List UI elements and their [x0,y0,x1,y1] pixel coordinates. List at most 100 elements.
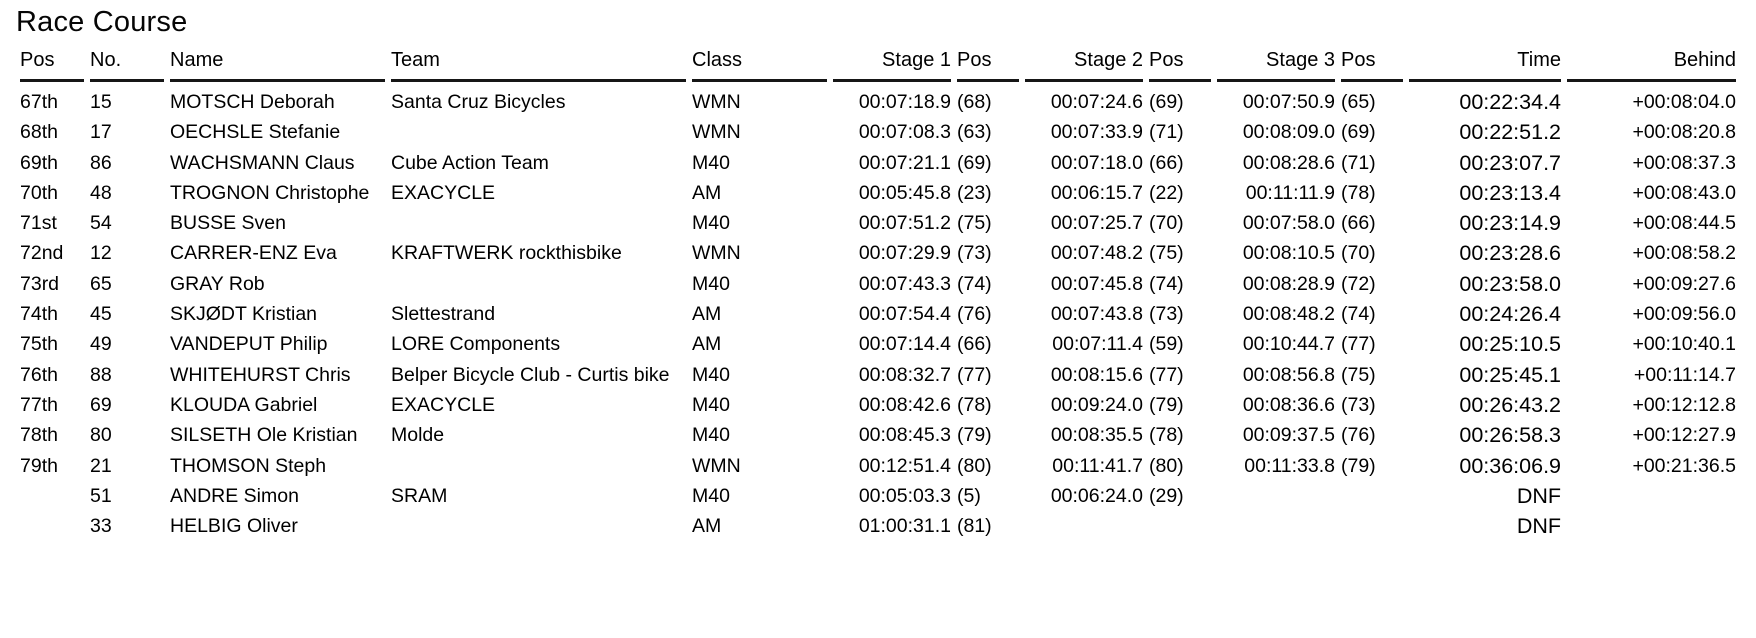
cell-no: 80 [90,424,112,447]
header-row: Pos No. Name Team Class Stage 1 Pos Stag… [20,49,1736,82]
cell-s1: 00:05:45.8 [858,181,951,204]
cell-s1: 00:05:03.3 [858,484,951,507]
table-row: 33 HELBIG Oliver AM 01:00:31.1 (81) DNF [20,511,1736,541]
cell-s1-pos: (73) [957,242,992,265]
cell-s3: 00:08:09.0 [1242,121,1335,144]
cell-behind: +00:12:12.8 [1632,393,1736,416]
table-row: 51 ANDRE Simon SRAM M40 00:05:03.3 (5) 00:06:2… [20,481,1736,511]
cell-name: HELBIG Oliver [170,515,298,538]
cell-s2-pos: (78) [1149,424,1184,447]
cell-s3-pos [1341,511,1403,541]
cell-behind: +00:12:27.9 [1632,424,1736,447]
cell-team: EXACYCLE [391,393,496,416]
header-stage2-pos: Pos [1149,49,1211,82]
cell-s3-pos: (71) [1341,151,1376,174]
cell-s2: 00:07:18.0 [1050,151,1143,174]
table-row: 76th 88 WHITEHURST Chris Belper Bicycle Clu… [20,360,1736,390]
cell-s1: 00:07:14.4 [858,333,951,356]
cell-s2: 00:06:24.0 [1050,484,1143,507]
cell-time: 00:26:58.3 [1459,423,1561,448]
header-stage1: Stage 1 [833,49,951,82]
cell-behind: +00:08:20.8 [1632,121,1736,144]
cell-name: OECHSLE Stefanie [170,121,341,144]
cell-cls: AM [692,181,722,204]
cell-behind: +00:08:44.5 [1632,212,1736,235]
cell-s3: 00:11:33.8 [1244,454,1335,477]
cell-s3: 00:07:58.0 [1242,212,1335,235]
cell-cls: M40 [692,484,730,507]
cell-s1: 00:12:51.4 [858,454,951,477]
cell-s2: 00:07:33.9 [1050,121,1143,144]
results-table: Pos No. Name Team Class Stage 1 Pos Stag… [14,49,1742,541]
cell-s1-pos: (68) [957,91,992,113]
header-class: Class [692,49,827,82]
cell-s2: 00:11:41.7 [1052,454,1143,477]
cell-s2-pos: (59) [1149,333,1184,356]
cell-s3 [1217,511,1335,541]
header-no: No. [90,49,164,82]
cell-behind: +00:21:36.5 [1632,454,1736,477]
cell-cls: WMN [692,454,741,477]
cell-s1-pos: (74) [957,272,992,295]
cell-cls: WMN [692,91,741,113]
cell-s1-pos: (63) [957,121,992,144]
cell-time: 00:23:13.4 [1459,180,1561,205]
cell-name: BUSSE Sven [170,212,286,235]
cell-pos: 78th [20,424,58,447]
cell-s2: 00:09:24.0 [1050,393,1143,416]
cell-behind: +00:10:40.1 [1632,333,1736,356]
cell-time: 00:26:43.2 [1459,392,1561,417]
cell-s3-pos: (75) [1341,363,1376,386]
cell-s3: 00:08:48.2 [1242,303,1335,326]
cell-cls: M40 [692,151,730,174]
cell-pos: 79th [20,454,58,477]
cell-no: 15 [90,91,112,113]
cell-s1-pos: (69) [957,151,992,174]
cell-s2: 00:06:15.7 [1050,181,1143,204]
cell-cls: WMN [692,121,741,144]
cell-s1-pos: (66) [957,333,992,356]
cell-pos [20,511,84,541]
cell-team: LORE Components [391,333,561,356]
header-team: Team [391,49,686,82]
cell-s2-pos: (73) [1149,303,1184,326]
cell-cls: M40 [692,363,730,386]
cell-no: 48 [90,181,112,204]
cell-s3-pos: (78) [1341,181,1376,204]
cell-time: 00:23:28.6 [1459,241,1561,266]
header-stage1-pos: Pos [957,49,1019,82]
cell-s3-pos: (66) [1341,212,1376,235]
cell-s1-pos: (79) [957,424,992,447]
table-row: 77th 69 KLOUDA Gabriel EXACYCLE M40 00:08:42.… [20,390,1736,420]
cell-s1-pos: (80) [957,454,992,477]
cell-s1: 00:08:32.7 [858,363,951,386]
results-header: Pos No. Name Team Class Stage 1 Pos Stag… [20,49,1736,82]
cell-time: 00:23:58.0 [1459,271,1561,296]
cell-team: EXACYCLE [391,181,496,204]
cell-no: 33 [90,515,112,538]
header-time: Time [1409,49,1561,82]
cell-s3: 00:08:28.6 [1242,151,1335,174]
cell-no: 17 [90,121,112,144]
cell-s2-pos: (79) [1149,393,1184,416]
cell-s2: 00:08:35.5 [1050,424,1143,447]
cell-s2-pos: (74) [1149,272,1184,295]
cell-cls: M40 [692,212,730,235]
cell-team [391,451,686,481]
header-pos: Pos [20,49,84,82]
cell-name: VANDEPUT Philip [170,333,328,356]
cell-s3-pos: (76) [1341,424,1376,447]
cell-s3: 00:10:44.7 [1242,333,1335,356]
table-row: 70th 48 TROGNON Christophe EXACYCLE AM 00:05:… [20,178,1736,208]
cell-s1: 01:00:31.1 [858,515,951,538]
cell-pos: 69th [20,151,58,174]
cell-s2: 00:07:24.6 [1050,91,1143,113]
cell-s2: 00:08:15.6 [1050,363,1143,386]
cell-name: SILSETH Ole Kristian [170,424,358,447]
cell-s2: 00:07:45.8 [1050,272,1143,295]
cell-pos: 75th [20,333,58,356]
cell-s2 [1025,511,1143,541]
cell-pos: 74th [20,303,58,326]
cell-s3-pos [1341,481,1403,511]
cell-no: 21 [90,454,112,477]
